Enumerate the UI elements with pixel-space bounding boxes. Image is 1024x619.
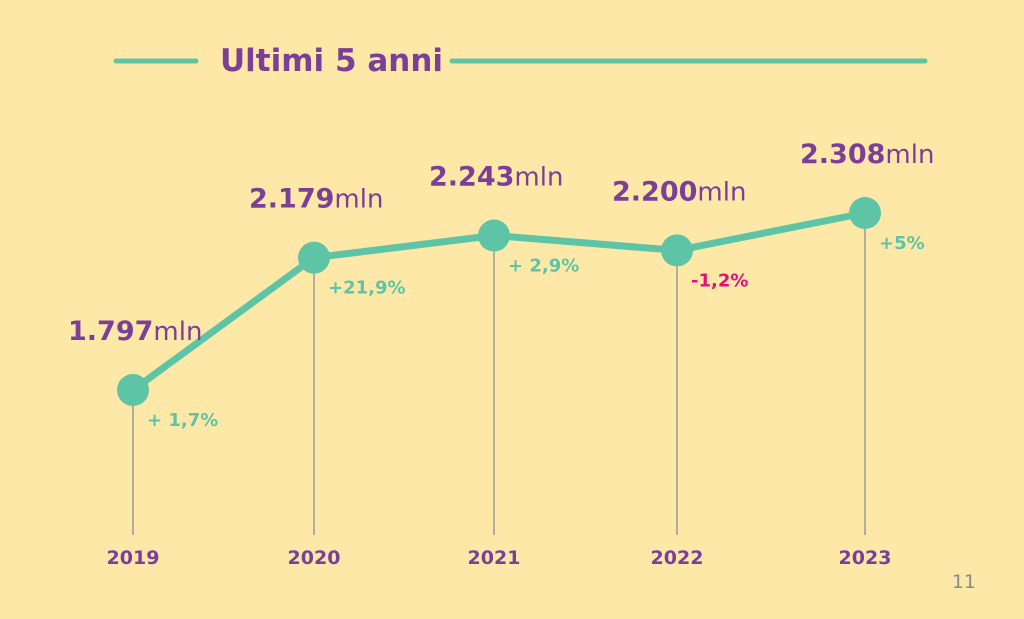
value-label-2020: 2.179mln	[249, 184, 383, 215]
x-tick-2019: 2019	[107, 547, 160, 569]
change-label-2019: + 1,7%	[147, 410, 218, 431]
x-tick-2022: 2022	[651, 547, 704, 569]
data-point-2019	[117, 374, 149, 406]
change-label-2022: -1,2%	[691, 270, 748, 291]
x-tick-2021: 2021	[468, 547, 521, 569]
change-label-2020: +21,9%	[328, 278, 406, 299]
chart-title: Ultimi 5 anni	[220, 43, 443, 79]
page-number: 11	[951, 571, 976, 593]
value-label-2023: 2.308mln	[800, 139, 934, 170]
value-label-2019: 1.797mln	[68, 316, 202, 347]
data-point-2023	[849, 197, 881, 229]
data-point-2022	[661, 234, 693, 267]
change-label-2023: +5%	[879, 233, 925, 254]
value-label-2022: 2.200mln	[612, 176, 746, 207]
x-tick-2020: 2020	[288, 547, 341, 569]
x-tick-2023: 2023	[839, 547, 892, 569]
value-label-2021: 2.243mln	[429, 162, 563, 193]
change-label-2021: + 2,9%	[508, 256, 579, 277]
data-point-2020	[298, 241, 330, 274]
data-point-2021	[478, 219, 510, 252]
